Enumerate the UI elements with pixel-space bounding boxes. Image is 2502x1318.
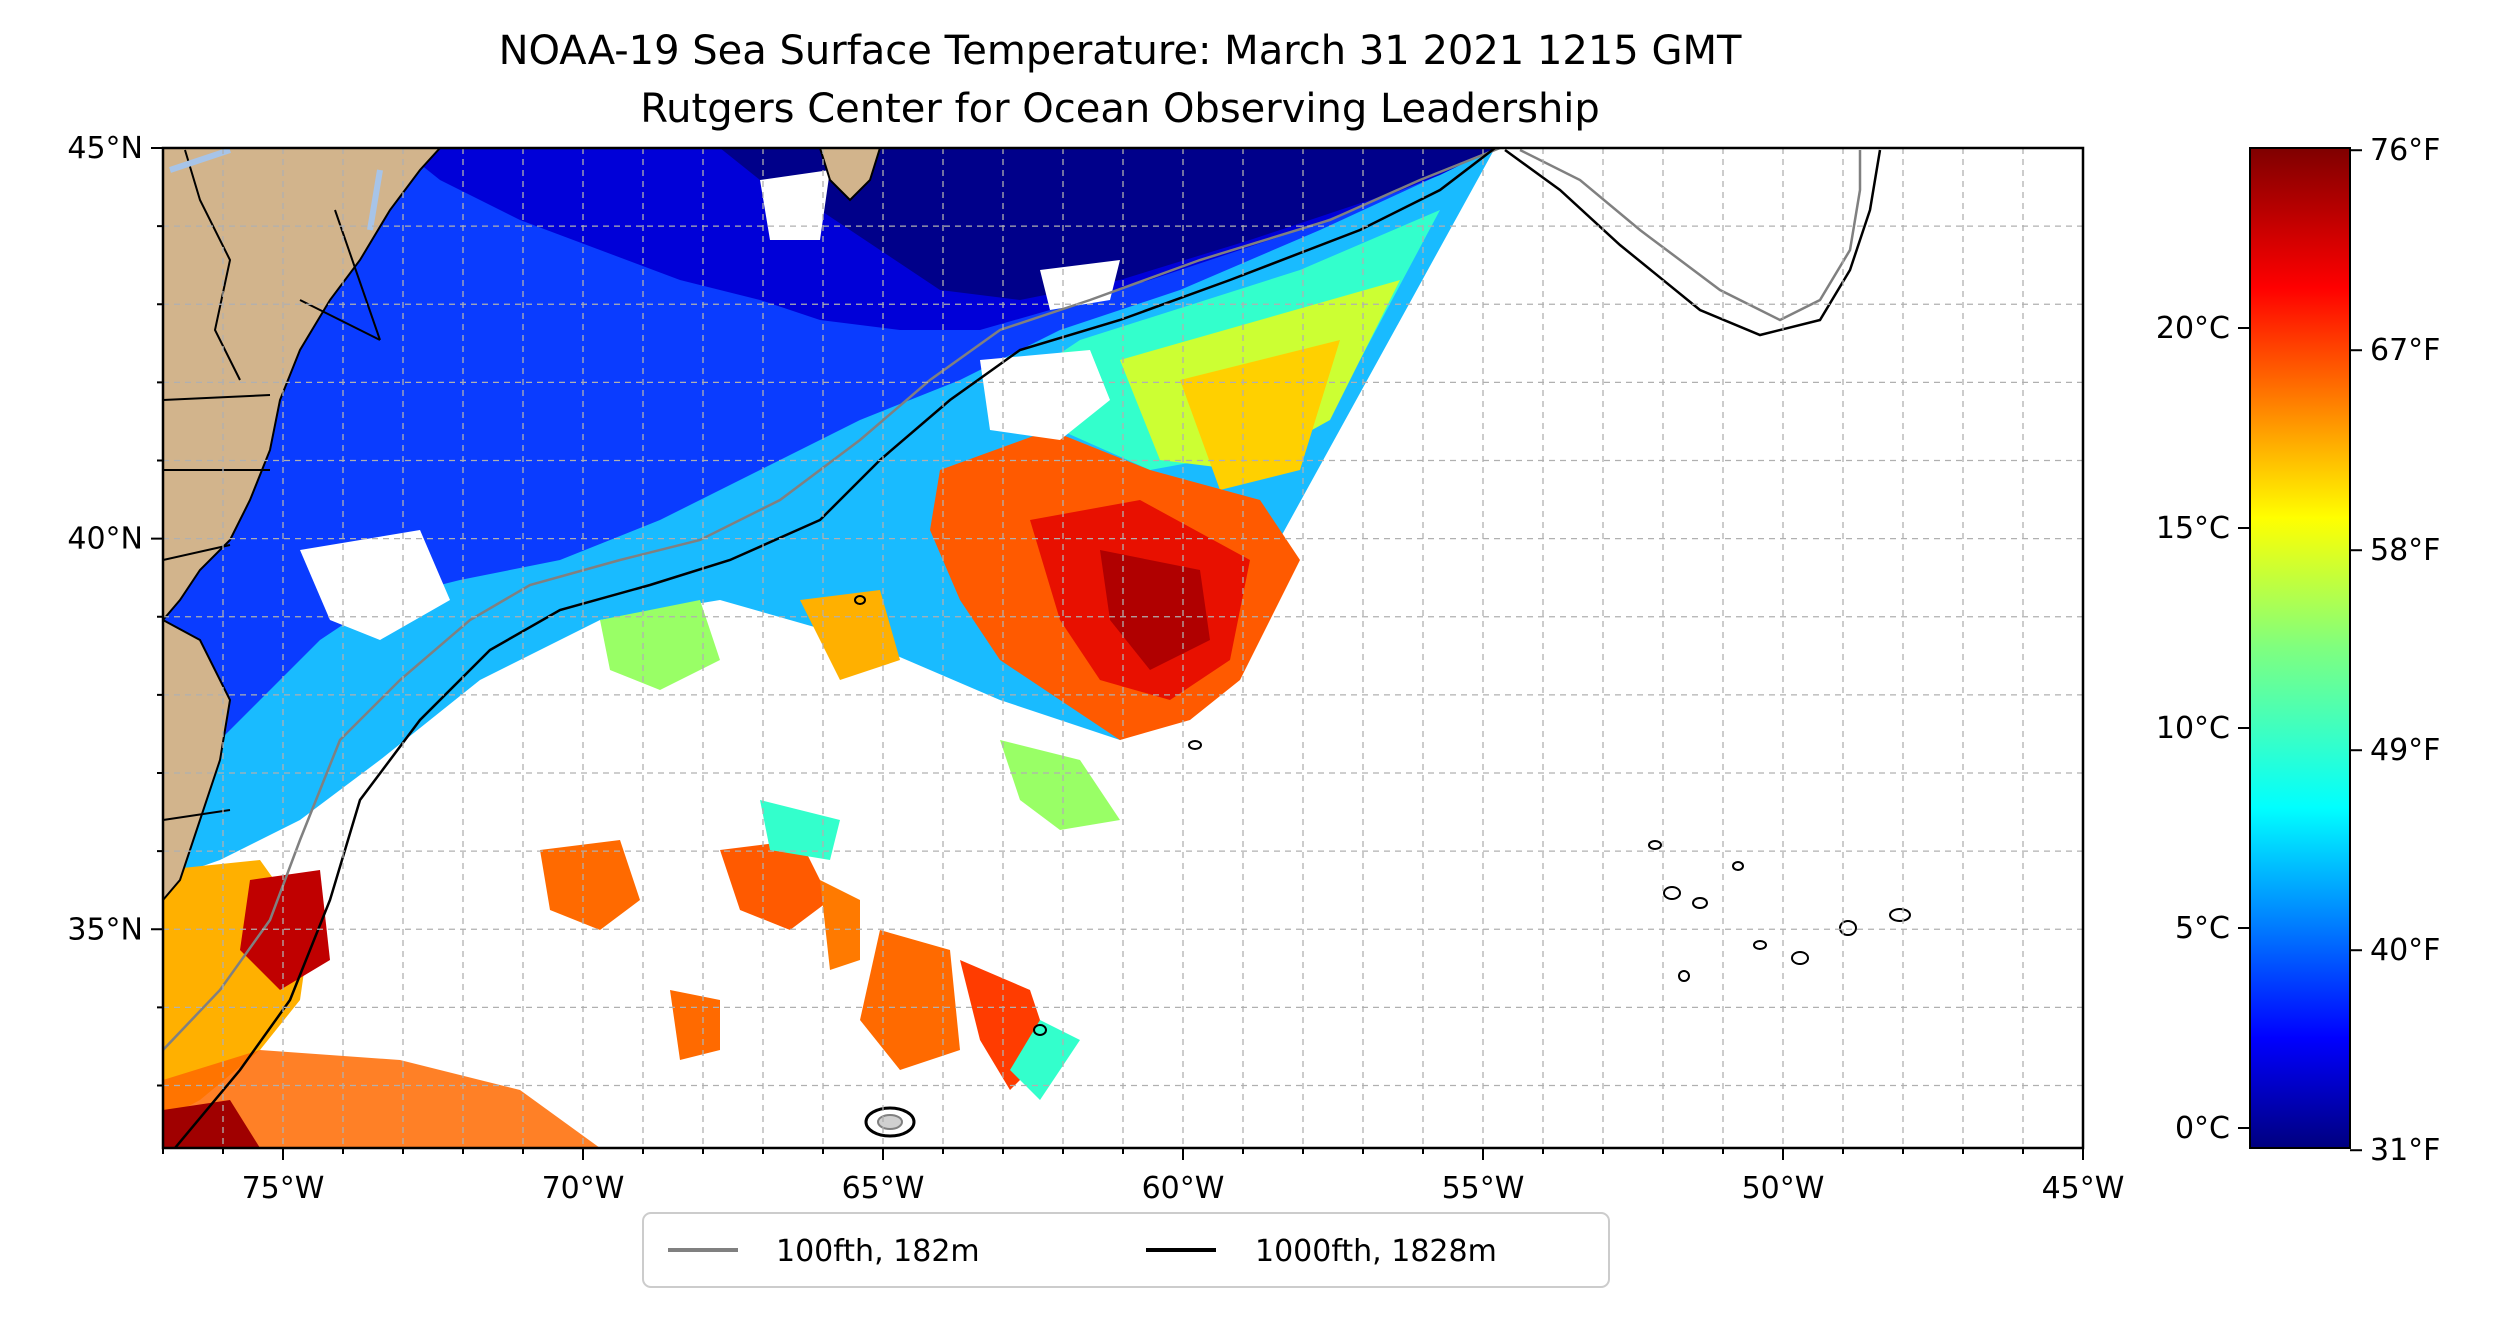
- legend-label-100fth: 100fth, 182m: [776, 1234, 980, 1269]
- isobath-1000fth: [174, 148, 1911, 1148]
- x-axis-ticks: 75°W 70°W 65°W 60°W 55°W 50°W 45°W: [162, 1148, 2125, 1206]
- x-tick-label: 75°W: [242, 1171, 325, 1206]
- x-tick-label: 45°W: [2042, 1171, 2125, 1206]
- x-tick-label: 65°W: [842, 1171, 925, 1206]
- map-area: [163, 148, 2083, 1148]
- y-axis-ticks: 45°N 40°N 35°N: [67, 131, 163, 1087]
- sst-swath: [163, 148, 1495, 1148]
- legend: 100fth, 182m 1000fth, 1828m: [642, 1212, 1610, 1288]
- title-line-1: NOAA-19 Sea Surface Temperature: March 3…: [499, 28, 1742, 74]
- colorbar: 0°C 5°C 10°C 15°C 20°C 31°F 40°F 49°F 58°F 67°F 7…: [2156, 133, 2441, 1168]
- x-tick-label: 70°W: [542, 1171, 625, 1206]
- title-line-2: Rutgers Center for Ocean Observing Leade…: [640, 86, 1600, 132]
- isobath-100fth: [163, 148, 1862, 1051]
- x-tick-label: 50°W: [1742, 1171, 1825, 1206]
- colorbar-c-label: 15°C: [2156, 511, 2230, 546]
- x-tick-label: 60°W: [1142, 1171, 1225, 1206]
- colorbar-f-label: 31°F: [2370, 1133, 2440, 1168]
- y-tick-label: 40°N: [67, 522, 143, 557]
- y-tick-label: 45°N: [67, 131, 143, 166]
- colorbar-celsius-ticks: 0°C 5°C 10°C 15°C 20°C: [2156, 311, 2250, 1146]
- colorbar-f-label: 67°F: [2370, 333, 2440, 368]
- colorbar-f-label: 58°F: [2370, 533, 2440, 568]
- legend-box: [642, 1212, 1610, 1288]
- colorbar-c-label: 20°C: [2156, 311, 2230, 346]
- y-tick-label: 35°N: [67, 912, 143, 947]
- colorbar-c-label: 5°C: [2175, 911, 2230, 946]
- colorbar-f-label: 76°F: [2370, 133, 2440, 168]
- colorbar-c-label: 0°C: [2175, 1111, 2230, 1146]
- x-tick-label: 55°W: [1442, 1171, 1525, 1206]
- land: [163, 148, 882, 902]
- colorbar-gradient: [2249, 147, 2351, 1149]
- legend-label-1000fth: 1000fth, 1828m: [1255, 1234, 1497, 1269]
- colorbar-f-label: 49°F: [2370, 733, 2440, 768]
- colorbar-fahrenheit-ticks: 31°F 40°F 49°F 58°F 67°F 76°F: [2350, 133, 2440, 1168]
- colorbar-c-label: 10°C: [2156, 711, 2230, 746]
- gridlines: [163, 148, 2083, 1148]
- colorbar-f-label: 40°F: [2370, 933, 2440, 968]
